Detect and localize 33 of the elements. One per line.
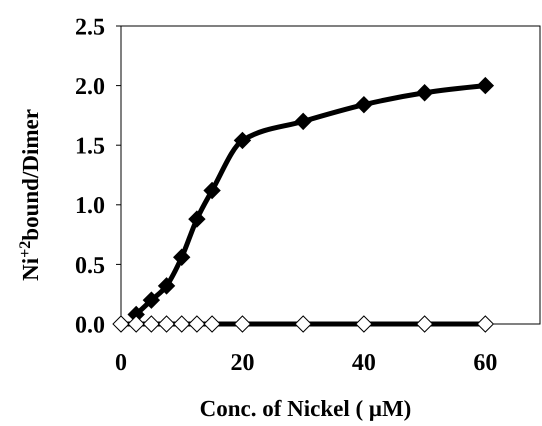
y-tick-label: 0.5: [75, 252, 105, 279]
point: [158, 277, 176, 294]
point: [188, 316, 206, 332]
point: [173, 316, 190, 332]
point: [416, 316, 434, 332]
point: [204, 316, 221, 332]
point: [476, 316, 494, 332]
y-tick-label: 2.0: [75, 74, 105, 100]
point: [416, 84, 434, 102]
x-tick-label: 60: [473, 350, 498, 376]
point: [234, 316, 251, 332]
point: [142, 292, 160, 309]
point: [142, 316, 160, 332]
y-tick-label: 1.0: [75, 193, 105, 220]
point: [173, 248, 190, 266]
point: [355, 316, 372, 332]
x-tick-label: 20: [230, 350, 254, 376]
point: [112, 316, 130, 332]
point: [204, 182, 221, 199]
y-tick-label: 0.0: [75, 312, 105, 338]
point: [355, 96, 372, 114]
point: [128, 316, 145, 332]
x-tick-label: 0: [115, 350, 127, 376]
point: [158, 316, 176, 332]
point: [188, 210, 206, 228]
point: [476, 77, 494, 94]
point: [294, 112, 312, 130]
x-axis-title: Conc. of Nickel ( μM): [200, 396, 412, 421]
x-tick-label: 40: [352, 350, 376, 376]
y-tick-label: 1.5: [75, 134, 105, 160]
point: [294, 316, 312, 332]
y-tick-label: 2.5: [75, 14, 105, 40]
point: [234, 132, 251, 149]
